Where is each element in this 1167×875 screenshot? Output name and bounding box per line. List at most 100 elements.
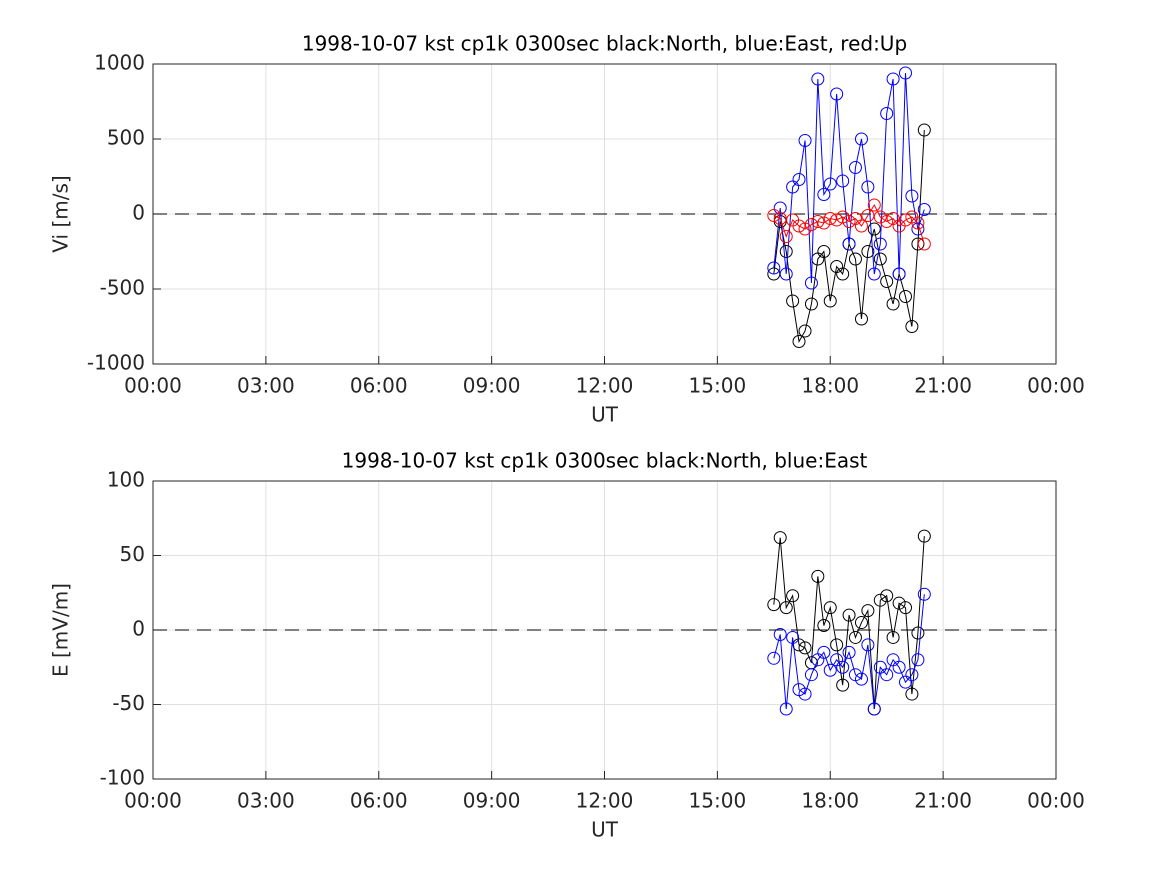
data-point [848,252,862,266]
data-point [786,180,800,194]
x-tick-label: 03:00 [237,374,295,398]
data-point [786,294,800,308]
data-point [830,213,844,227]
data-point [804,218,818,231]
series-line [773,536,925,710]
data-point [867,267,881,281]
data-point [823,294,837,308]
data-point [836,660,850,674]
data-point [892,267,906,281]
y-tick-label: 0 [132,201,145,225]
data-point [842,645,856,659]
x-tick-label: 18:00 [801,374,859,398]
x-tick-label: 00:00 [124,789,182,813]
data-point [917,237,931,251]
x-tick-label: 15:00 [689,789,747,813]
data-point [899,290,912,303]
data-point [817,645,831,659]
x-tick-label: 06:00 [350,374,408,398]
data-point [842,237,856,251]
data-point [886,72,900,86]
y-axis-label: Vi [m/s] [49,175,73,252]
x-axis-label: UT [591,403,619,427]
series-line [773,72,925,284]
x-tick-label: 21:00 [914,789,972,813]
data-point [911,653,925,667]
data-point [861,245,875,258]
data-point [779,702,793,716]
data-point [854,672,868,686]
data-point [886,297,900,311]
axes-box [152,63,1057,365]
data-point [873,237,887,251]
data-point [779,267,793,281]
data-point [792,219,806,233]
data-point [811,569,825,583]
data-point [861,209,875,222]
series-line [773,203,925,245]
data-point [861,638,875,652]
data-point [823,212,837,225]
data-point [880,107,894,120]
y-tick-label: 1000 [94,51,145,75]
plot: 00:00 03:00 06:00 09:00 12:00 15:00 18:00 21:00… [49,32,1085,427]
data-point [773,531,787,545]
data [767,66,931,348]
x-tick-label: 18:00 [801,789,859,813]
data-point [817,619,831,633]
data-point [892,660,906,674]
data-point [842,215,856,228]
x-axis-label: UT [591,818,619,842]
data-point [823,663,837,677]
data-point [867,222,881,236]
data-point [798,324,812,338]
data-point [767,651,781,665]
data-point [905,687,919,701]
data-point [767,209,781,222]
data-point [873,593,887,607]
x-tick-label: 21:00 [914,374,972,398]
x-tick-label: 03:00 [237,789,295,813]
x-tick-label: 00:00 [124,374,182,398]
data-point [804,668,818,682]
y-tick-label: 50 [120,542,145,566]
data-point [880,589,894,603]
data-point [798,134,812,147]
chart-title: 1998-10-07 kst cp1k 0300sec black:North,… [342,449,868,473]
data-point [873,660,887,674]
x-tick-label: 15:00 [689,374,747,398]
data-point [917,203,931,216]
data-point [811,215,825,228]
data-point [873,252,887,266]
y-tick-label: -100 [100,766,145,790]
data-point [773,212,787,225]
data-point [848,161,862,174]
data-point [905,320,919,333]
x-tick-label: 00:00 [1027,789,1085,813]
data-point [911,216,925,230]
y-tick-label: -1000 [87,351,145,375]
data-point [911,626,925,640]
data-point [867,702,881,716]
y-tick-label: 100 [107,468,145,492]
data-point [767,598,781,612]
data-point [836,678,850,692]
data-point [792,173,806,186]
data-point [861,180,875,194]
data-point [905,668,919,682]
plot: 00:00 03:00 06:00 09:00 12:00 15:00 18:00 21:00… [49,449,1085,842]
y-tick-label: -500 [100,276,145,300]
data-point [817,188,831,201]
data-point [892,596,906,610]
data-point [823,177,837,191]
data-point [854,132,868,146]
data-point [880,668,894,682]
data-point [899,213,912,227]
data-point [917,529,931,543]
data-point [792,335,806,348]
data-point [792,638,806,652]
data-point [854,219,868,233]
data-point [899,675,912,689]
data-point [786,589,800,603]
